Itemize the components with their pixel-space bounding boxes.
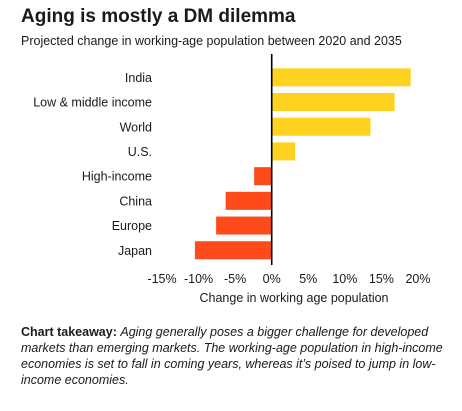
bar-china — [225, 191, 272, 210]
category-label-world: World — [120, 120, 152, 134]
chart-subtitle: Projected change in working-age populati… — [21, 34, 402, 48]
bar-low-middle-income — [271, 93, 395, 112]
x-tick-label: 10% — [332, 272, 357, 286]
x-tick-label: -5% — [224, 272, 246, 286]
x-tick-label: -10% — [184, 272, 213, 286]
category-label-japan: Japan — [118, 244, 152, 258]
category-label-india: India — [125, 71, 152, 85]
bar-japan — [194, 241, 272, 260]
x-tick-label: 15% — [369, 272, 394, 286]
category-label-u-s: U.S. — [128, 145, 152, 159]
category-label-china: China — [119, 194, 152, 208]
x-tick-label: 20% — [405, 272, 430, 286]
bar-high-income — [254, 167, 272, 186]
chart-takeaway: Chart takeaway: Aging generally poses a … — [21, 324, 446, 388]
bar-europe — [216, 216, 272, 235]
x-tick-label: 0% — [263, 272, 281, 286]
chart-title: Aging is mostly a DM dilemma — [21, 6, 296, 27]
category-label-europe: Europe — [112, 219, 152, 233]
bar-u-s — [271, 142, 296, 161]
x-axis-label: Change in working age population — [199, 291, 388, 305]
takeaway-lead: Chart takeaway: — [21, 325, 117, 339]
bar-world — [271, 117, 371, 136]
bar-india — [271, 68, 411, 87]
x-tick-label: 5% — [299, 272, 317, 286]
x-tick-label: -15% — [147, 272, 176, 286]
takeaway-text: Aging generally poses a bigger challenge… — [21, 325, 443, 387]
category-label-low-middle-income: Low & middle income — [33, 96, 152, 110]
category-label-high-income: High-income — [82, 170, 152, 184]
bar-chart: India Low & middle income World U.S. High-in… — [33, 54, 431, 305]
